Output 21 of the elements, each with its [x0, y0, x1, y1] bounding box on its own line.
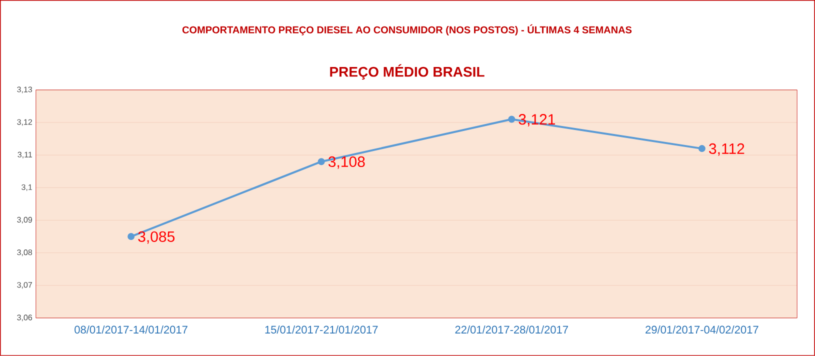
y-tick-label: 3,08 — [17, 250, 32, 256]
point — [508, 116, 516, 123]
x-tick-label: 22/01/2017-28/01/2017 — [455, 326, 568, 334]
point — [128, 233, 135, 240]
x-tick-label: 08/01/2017-14/01/2017 — [74, 326, 188, 334]
y-tick-label: 3,09 — [17, 216, 32, 224]
x-tick-label: 29/01/2017-04/02/2017 — [646, 326, 758, 334]
text: 3,112 — [709, 143, 744, 156]
text: 3,085 — [138, 231, 175, 244]
chart-title: COMPORTAMENTO PREÇO DIESEL AO CONSUMIDOR (NOS POSTOS) - ÚLTIMAS 4 SEMANAS — [182, 24, 632, 36]
text: 3,108 — [328, 156, 365, 169]
y-tick-label: 3,11 — [18, 152, 32, 158]
y-tick-label: 3,13 — [17, 86, 32, 94]
y-tick-label: 3,1 — [22, 184, 32, 192]
y-tick-label: 3,07 — [17, 282, 32, 289]
chart-subtitle: PREÇO MÉDIO BRASIL — [330, 64, 484, 80]
point — [698, 145, 706, 152]
point — [318, 158, 325, 166]
y-tick-label: 3,12 — [17, 119, 32, 126]
x-tick-label: 15/01/2017-21/01/2017 — [265, 326, 378, 334]
y-tick-label: 3,06 — [17, 314, 32, 322]
